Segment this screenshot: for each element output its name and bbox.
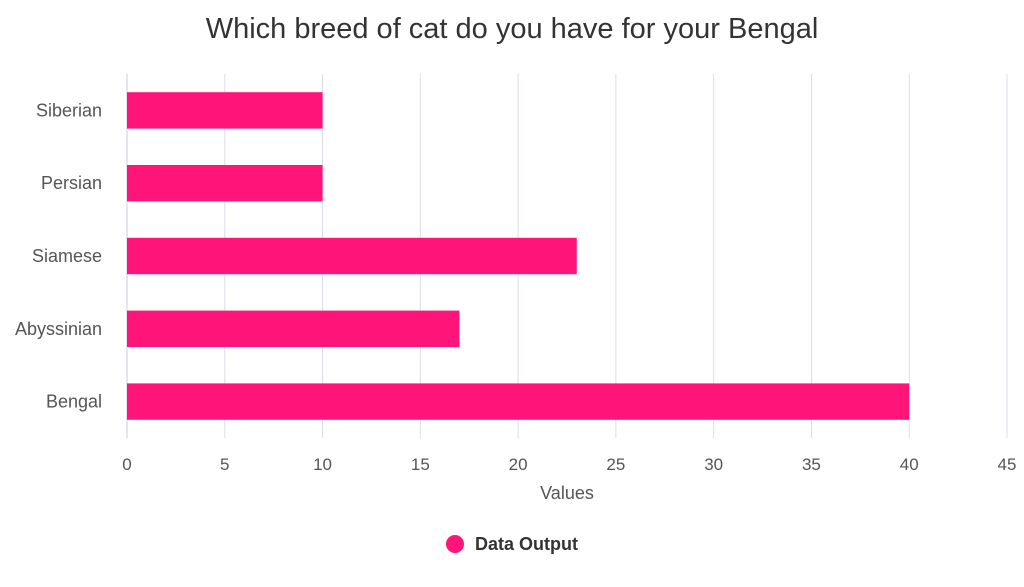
bar-abyssinian[interactable] [127, 310, 460, 347]
x-tick-label: 5 [220, 455, 229, 474]
x-tick-label: 20 [509, 455, 528, 474]
x-tick-label: 35 [802, 455, 821, 474]
legend-label: Data Output [475, 534, 578, 554]
category-label: Bengal [46, 392, 102, 412]
x-tick-label: 45 [998, 455, 1017, 474]
x-tick-label: 10 [313, 455, 332, 474]
bar-bengal[interactable] [127, 383, 910, 420]
category-label: Siberian [36, 100, 102, 120]
x-tick-label: 0 [122, 455, 131, 474]
chart-title: Which breed of cat do you have for your … [206, 13, 819, 45]
bar-siberian[interactable] [127, 92, 323, 129]
x-tick-label: 25 [606, 455, 625, 474]
bar-siamese[interactable] [127, 237, 577, 275]
bar-persian[interactable] [127, 165, 323, 202]
x-tick-label: 40 [900, 455, 919, 474]
x-tick-label: 30 [704, 455, 723, 474]
category-label: Abyssinian [15, 319, 102, 339]
category-label: Persian [41, 173, 102, 193]
x-tick-label: 15 [411, 455, 430, 474]
category-labels: Siberian Persian Siamese Abyssinian Bengal [15, 100, 102, 411]
bars [127, 92, 910, 420]
category-label: Siamese [32, 246, 102, 266]
x-axis-label: Values [540, 483, 594, 503]
legend-marker [446, 535, 464, 553]
x-tick-labels: 0 5 10 15 20 25 30 35 40 45 [122, 455, 1016, 474]
legend[interactable]: Data Output [446, 534, 578, 554]
